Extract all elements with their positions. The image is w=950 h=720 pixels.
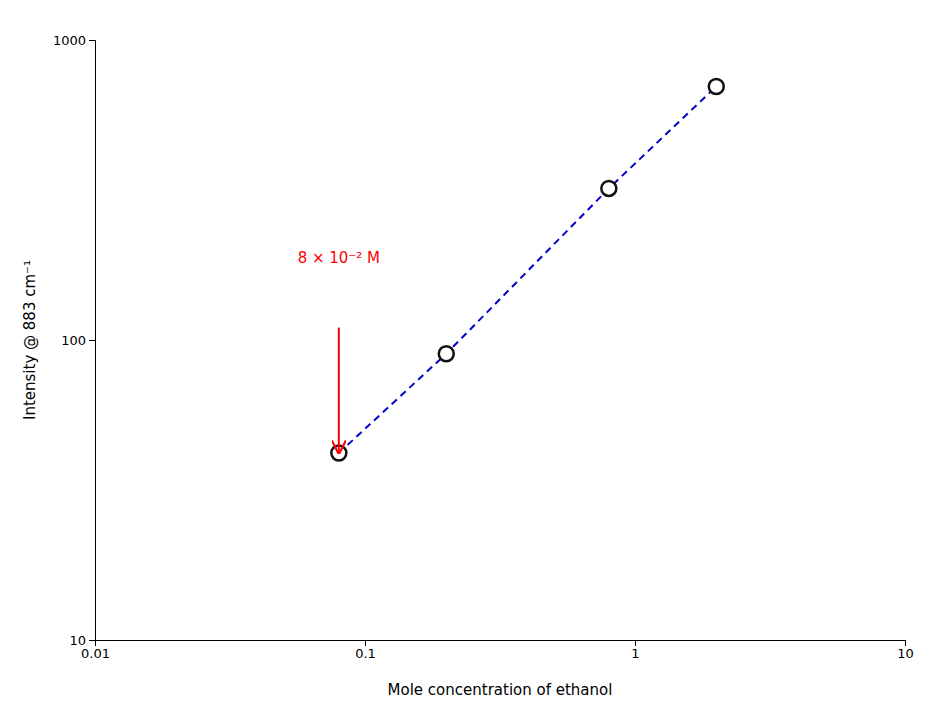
x-tick-label: 0.1 [355, 646, 376, 661]
point [601, 181, 616, 196]
y-axis-line [89, 41, 96, 641]
y-tick-mark [89, 40, 95, 41]
y-axis-title: Intensity @ 883 cm⁻¹ [21, 260, 39, 420]
x-tick-mark [635, 640, 636, 646]
y-tick: 1000 [53, 33, 95, 48]
x-tick-mark [365, 640, 366, 646]
x-axis: 0.01 0.1 1 10 [81, 640, 914, 661]
y-tick-label: 100 [61, 333, 86, 348]
x-tick: 0.1 [355, 640, 376, 661]
y-tick: 100 [61, 333, 95, 348]
y-tick-mark [89, 640, 95, 641]
x-axis-line [96, 641, 906, 647]
annotation-text: 8 × 10⁻² M [298, 249, 380, 267]
x-tick-label: 0.01 [81, 646, 110, 661]
y-tick-mark [89, 340, 95, 341]
point [439, 346, 454, 361]
plot-area: 0.01 0.1 1 10 10 100 1000 8 × 10⁻² M [53, 33, 914, 662]
y-tick-label: 1000 [53, 33, 86, 48]
line [339, 86, 716, 453]
x-tick: 1 [631, 640, 639, 661]
y-tick-label: 10 [69, 633, 86, 648]
x-tick-label: 10 [897, 646, 914, 661]
x-tick: 10 [897, 640, 914, 661]
point [709, 79, 724, 94]
annotation-arrow [338, 328, 340, 453]
marks [331, 79, 723, 461]
x-axis-title: Mole concentration of ethanol [388, 681, 613, 699]
y-axis: 10 100 1000 [53, 33, 96, 648]
y-tick: 10 [69, 633, 95, 648]
x-tick-mark [905, 640, 906, 646]
x-tick-label: 1 [631, 646, 639, 661]
chart: 0.01 0.1 1 10 10 100 1000 8 × 10⁻² M Mole concen… [0, 0, 950, 720]
